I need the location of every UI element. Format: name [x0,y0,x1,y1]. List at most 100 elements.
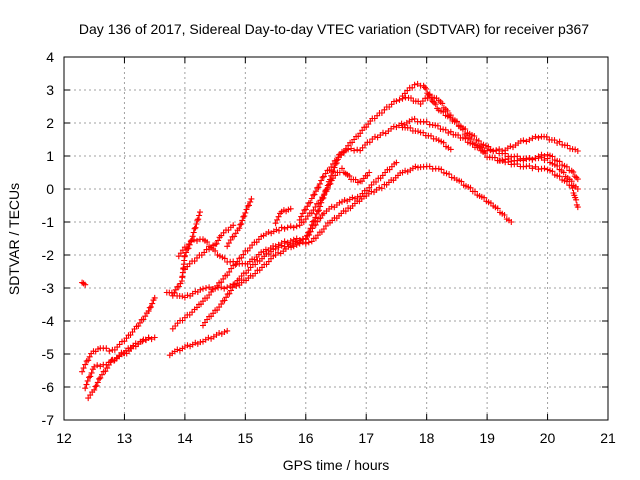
data-point-marker [88,369,95,376]
data-point-marker [221,297,228,304]
data-point-marker [191,258,198,265]
data-point-marker [184,342,191,349]
data-point-marker [240,213,247,220]
data-point-marker [304,203,311,210]
data-point-marker [320,194,327,201]
data-point-marker [322,187,329,194]
y-tick-label: -2 [42,247,55,263]
data-point-marker [192,224,199,231]
data-point-marker [330,160,336,167]
data-point-marker [203,285,209,291]
data-point-marker [411,115,418,122]
x-tick-label: 12 [56,430,72,446]
data-point-marker [140,316,147,323]
data-point-marker [190,229,197,236]
data-point-marker [184,292,191,299]
data-point-marker [305,239,312,246]
data-point-marker [148,304,154,310]
data-point-marker [501,212,508,218]
data-point-marker [415,128,421,135]
data-point-marker [425,91,432,98]
data-point-marker [321,191,328,198]
data-point-marker [423,118,430,125]
data-point-marker [83,358,90,365]
data-point-marker [481,194,488,201]
data-point-marker [502,156,509,163]
data-point-marker [224,243,231,250]
data-point-marker [323,186,330,193]
data-point-marker [411,81,418,88]
data-point-marker [556,158,563,165]
x-tick-label: 18 [419,430,435,446]
data-point-marker [556,173,563,180]
data-point-marker [514,157,521,164]
data-point-marker [448,174,455,181]
data-point-marker [396,96,403,103]
data-point-marker [520,137,527,144]
data-point-marker [409,84,416,91]
data-point-marker [86,353,93,360]
data-point-marker [468,136,474,143]
data-point-marker [373,179,379,185]
data-point-marker [491,154,498,161]
data-point-marker [236,225,243,232]
data-point-marker [97,374,104,381]
data-point-marker [376,184,383,191]
data-point-marker [231,233,238,240]
data-point-marker [568,178,575,185]
data-point-marker [273,226,280,233]
data-point-marker [82,281,89,288]
data-point-marker [232,261,239,268]
data-point-marker [319,174,326,181]
data-point-marker [327,176,333,183]
data-point-marker [554,163,561,169]
data-point-marker [570,169,577,176]
data-point-marker [272,220,279,227]
data-point-marker [242,209,249,216]
data-point-marker [434,122,441,129]
data-point-marker [274,216,281,223]
data-point-marker [393,98,400,105]
data-point-marker [339,165,345,172]
data-point-marker [265,229,272,236]
data-point-marker [292,238,299,245]
data-point-marker [341,197,348,204]
data-point-marker [393,159,400,166]
data-point-marker [86,374,92,381]
data-point-marker [551,137,558,144]
data-point-marker [471,133,478,139]
data-point-marker [204,239,211,246]
data-point-marker [520,157,527,164]
data-point-marker [309,225,316,232]
data-point-marker [307,228,314,235]
data-point-marker [549,153,556,160]
data-point-marker [328,172,335,179]
data-point-marker [502,150,509,157]
data-point-marker [432,101,439,108]
data-point-marker [224,327,231,334]
data-point-marker [145,334,152,341]
data-point-marker [346,172,353,179]
data-point-marker [284,240,291,247]
data-point-marker [313,210,320,217]
data-point-marker [233,280,239,287]
data-point-marker [252,270,259,277]
data-point-marker [541,165,548,172]
data-point-marker [308,210,315,217]
data-point-marker [96,375,103,382]
data-point-marker [316,180,323,187]
data-point-marker [278,224,285,231]
y-tick-label: 1 [46,148,54,164]
data-point-marker [146,304,153,311]
data-point-marker [87,373,94,380]
data-point-marker [574,176,581,183]
data-point-marker [485,143,492,150]
data-point-marker [366,139,373,146]
chart-title: Day 136 of 2017, Sidereal Day-to-day VTE… [79,21,589,37]
data-point-marker [328,164,335,170]
data-point-marker [276,227,282,234]
y-tick-label: -5 [42,346,55,362]
data-point-marker [200,285,206,292]
y-tick-label: 3 [46,82,54,98]
data-point-marker [287,205,294,212]
